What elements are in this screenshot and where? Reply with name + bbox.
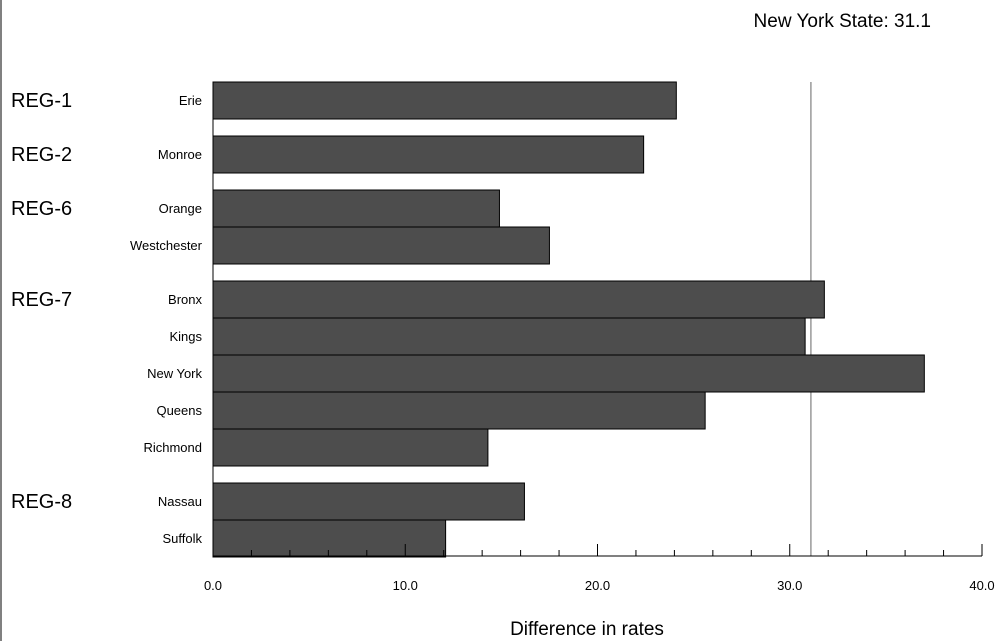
county-label: Westchester <box>130 238 203 253</box>
bar <box>212 519 447 558</box>
county-label: Erie <box>179 93 202 108</box>
x-tick-label: 20.0 <box>585 578 610 593</box>
region-label: REG-2 <box>11 144 72 166</box>
region-label: REG-8 <box>11 491 72 513</box>
bar <box>212 135 645 174</box>
bar <box>212 317 806 356</box>
region-label: REG-1 <box>11 90 72 112</box>
county-label: Queens <box>156 403 202 418</box>
county-label: Kings <box>169 329 202 344</box>
county-label: Monroe <box>158 147 202 162</box>
county-label: Nassau <box>158 494 202 509</box>
bar <box>212 482 525 521</box>
bar <box>212 354 925 393</box>
region-label: REG-6 <box>11 198 72 220</box>
x-tick-label: 40.0 <box>969 578 994 593</box>
bar <box>212 81 677 120</box>
bar <box>212 391 706 430</box>
region-label: REG-7 <box>11 289 72 311</box>
x-tick-label: 0.0 <box>204 578 222 593</box>
bar <box>212 280 825 319</box>
county-label: Suffolk <box>162 531 202 546</box>
reference-label: New York State: 31.1 <box>754 11 931 32</box>
x-axis-title: Difference in rates <box>510 619 664 640</box>
county-label: New York <box>147 366 202 381</box>
bar <box>212 226 550 265</box>
x-tick-label: 10.0 <box>393 578 418 593</box>
x-tick-label: 30.0 <box>777 578 802 593</box>
county-label: Richmond <box>143 440 202 455</box>
county-label: Bronx <box>168 292 202 307</box>
bar <box>212 189 500 228</box>
bar <box>212 428 489 467</box>
county-label: Orange <box>159 201 202 216</box>
